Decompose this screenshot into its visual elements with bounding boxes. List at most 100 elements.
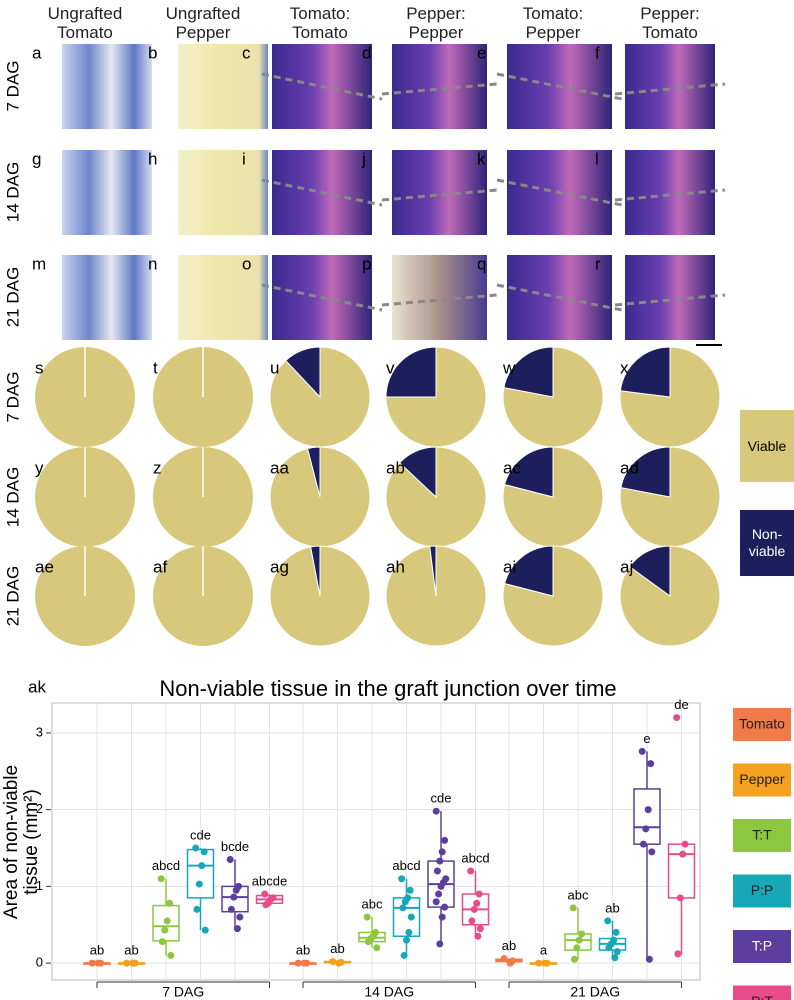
legend-label: P:P xyxy=(751,882,774,898)
data-point xyxy=(294,959,302,967)
data-point xyxy=(232,886,240,894)
photo xyxy=(62,44,152,129)
data-point xyxy=(437,882,445,890)
significance-label: abcd xyxy=(461,850,489,865)
data-point xyxy=(300,959,308,967)
photo xyxy=(392,150,487,235)
data-point xyxy=(436,857,444,865)
y-tick-label: 0 xyxy=(36,955,43,970)
significance-label: ab xyxy=(330,941,344,956)
legend-label: Pepper xyxy=(739,771,784,787)
data-point xyxy=(679,850,687,858)
significance-label: a xyxy=(540,943,548,958)
photo xyxy=(178,44,268,129)
panel-letter: w xyxy=(502,358,516,377)
pie-slice xyxy=(285,346,321,399)
data-point xyxy=(474,932,482,940)
panel-letter: n xyxy=(148,254,157,273)
data-point xyxy=(161,926,169,934)
panel-letter: g xyxy=(32,149,41,168)
significance-label: abc xyxy=(568,887,589,902)
data-point xyxy=(88,959,96,967)
panel-letter: ah xyxy=(386,557,405,576)
legend-viable: Viable xyxy=(740,410,794,482)
data-point xyxy=(613,948,621,956)
y-tick-label: 2 xyxy=(36,801,43,816)
junction-line xyxy=(614,188,726,202)
row-label: 7 DAG xyxy=(3,371,22,422)
y-tick-label: 3 xyxy=(36,724,43,739)
legend-nonviable: Non-viable xyxy=(740,510,794,576)
pie-slice xyxy=(398,446,437,499)
data-point xyxy=(364,938,372,946)
row-label: 21 DAG xyxy=(3,566,22,626)
significance-label: ab xyxy=(296,943,310,958)
data-point xyxy=(468,917,476,925)
data-point xyxy=(403,936,410,944)
significance-label: de xyxy=(674,697,688,712)
data-point xyxy=(644,806,652,814)
panel-letter: f xyxy=(595,43,600,62)
photo xyxy=(62,150,152,235)
pie-slice xyxy=(306,446,321,498)
y-tick-label: 1 xyxy=(36,878,43,893)
data-point xyxy=(432,898,440,906)
pie-slice xyxy=(620,446,671,498)
data-point xyxy=(405,928,413,936)
panel-letter: y xyxy=(35,458,44,477)
data-point xyxy=(201,926,209,934)
significance-label: cde xyxy=(431,791,452,806)
data-point xyxy=(473,899,481,907)
panel-letter: h xyxy=(148,149,157,168)
pie-slice xyxy=(502,545,604,647)
panel-letter: z xyxy=(153,458,162,477)
junction-line xyxy=(261,283,383,312)
junction-line xyxy=(496,283,623,312)
significance-label: abcd xyxy=(152,858,180,873)
data-point xyxy=(399,904,407,912)
data-point xyxy=(166,899,174,907)
x-tick-label: 21 DAG xyxy=(570,984,620,1000)
data-point xyxy=(398,875,406,883)
x-tick-label: 14 DAG xyxy=(364,984,414,1000)
panel-letter: v xyxy=(386,358,395,377)
legend-label: Tomato xyxy=(739,716,785,732)
panel-letter: ak xyxy=(28,677,46,696)
panel-letter: k xyxy=(477,149,486,168)
data-point xyxy=(645,955,653,963)
data-point xyxy=(195,880,203,888)
significance-label: abcd xyxy=(392,858,420,873)
column-header: Tomato: Pepper xyxy=(522,4,584,42)
photo xyxy=(178,150,268,235)
data-point xyxy=(233,925,241,933)
legend-label: T:T xyxy=(752,827,772,843)
box xyxy=(186,848,215,899)
significance-label: ab xyxy=(124,943,138,958)
significance-label: e xyxy=(643,731,650,746)
data-point xyxy=(226,856,234,864)
data-point xyxy=(541,959,549,967)
panel-letter: ad xyxy=(620,458,639,477)
panel-letter: x xyxy=(620,358,629,377)
box xyxy=(152,904,180,942)
data-point xyxy=(198,862,206,870)
column-header: Ungrafted Pepper xyxy=(165,4,241,42)
data-point xyxy=(441,903,449,911)
panel-letter: af xyxy=(153,557,167,576)
panel-letter: b xyxy=(148,43,157,62)
data-point xyxy=(329,958,337,966)
data-point xyxy=(432,807,440,815)
data-point xyxy=(236,913,244,921)
significance-label: bcde xyxy=(221,839,249,854)
data-point xyxy=(438,913,446,921)
column-header: Pepper: Pepper xyxy=(406,4,466,42)
data-point xyxy=(674,950,682,958)
data-point xyxy=(129,959,137,967)
pie-slice xyxy=(385,346,487,448)
data-point xyxy=(157,875,165,883)
data-point xyxy=(435,890,443,898)
data-point xyxy=(676,894,684,902)
significance-label: abcde xyxy=(252,873,287,888)
panel-letter: j xyxy=(361,149,366,168)
significance-label: ab xyxy=(605,900,619,915)
